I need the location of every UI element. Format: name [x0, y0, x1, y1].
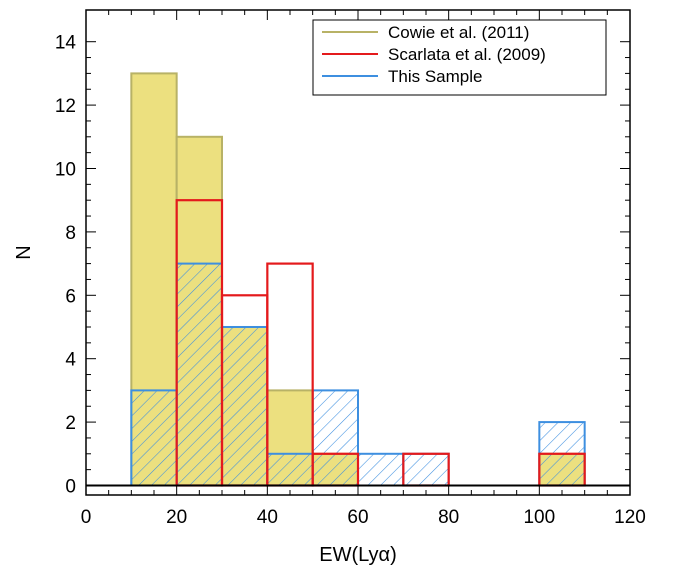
- x-tick-label: 60: [347, 507, 368, 528]
- x-tick-label: 100: [523, 507, 555, 528]
- x-axis-label: EW(Lyα): [319, 544, 396, 566]
- this-sample-bars: [130, 262, 586, 487]
- x-tick-label: 80: [438, 507, 459, 528]
- y-tick-label: 6: [65, 286, 76, 307]
- y-tick-label: 8: [65, 223, 76, 244]
- y-tick-label: 14: [55, 33, 77, 54]
- y-axis-label: N: [13, 245, 35, 259]
- x-tick-label: 120: [614, 507, 646, 528]
- this-sample-bar-60: [357, 452, 405, 487]
- this-sample-bar-20: [175, 262, 224, 487]
- this-sample-bar-10: [130, 389, 178, 487]
- this-sample-bar-70: [402, 452, 450, 487]
- tick-labels: 0 20 40 60 80 100 120 0 2 4 6 8 10 12 14: [55, 33, 646, 528]
- x-tick-label: 40: [257, 507, 278, 528]
- y-tick-label: 10: [55, 159, 76, 180]
- x-tick-label: 20: [166, 507, 187, 528]
- axes: [85, 9, 631, 496]
- x-tick-label: 0: [81, 507, 92, 528]
- legend: Cowie et al. (2011) Scarlata et al. (200…: [312, 19, 607, 96]
- y-tick-label: 2: [65, 413, 76, 434]
- legend-label-scarlata: Scarlata et al. (2009): [388, 45, 546, 64]
- y-tick-label: 12: [55, 96, 76, 117]
- this-sample-bar-30: [221, 325, 269, 487]
- y-tick-label: 4: [65, 350, 76, 371]
- y-tick-label: 0: [65, 476, 76, 497]
- this-sample-bar-40: [266, 452, 314, 487]
- this-sample-bar-50: [311, 389, 359, 487]
- legend-label-this-sample: This Sample: [388, 67, 482, 86]
- legend-label-cowie: Cowie et al. (2011): [388, 23, 529, 42]
